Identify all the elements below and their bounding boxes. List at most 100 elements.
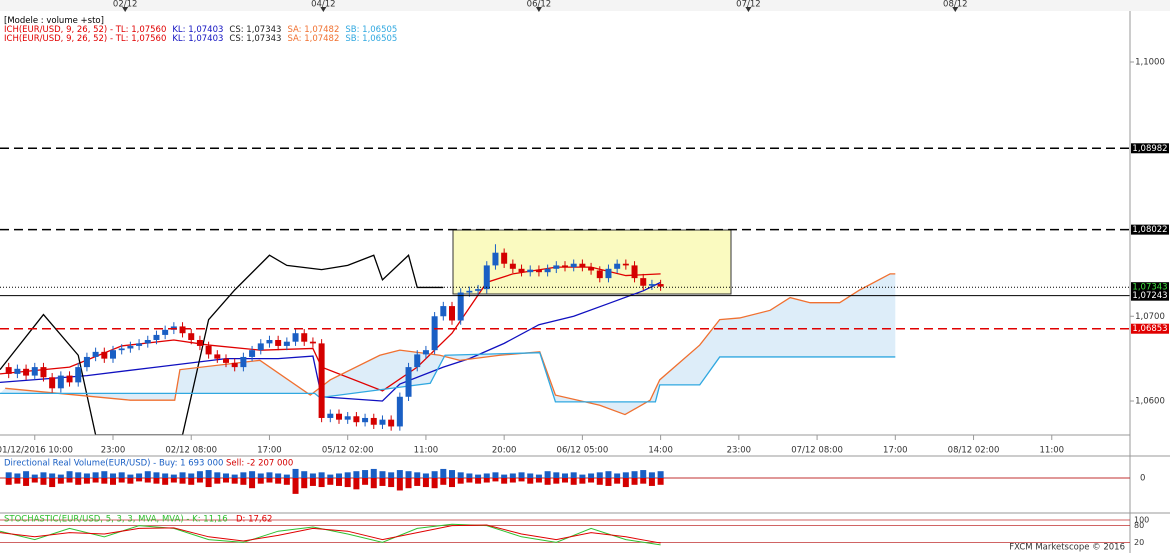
candle-body: [562, 265, 568, 268]
x-tick-label: 11:00: [414, 446, 439, 456]
volume-bar: [257, 473, 264, 478]
candle-body: [579, 263, 586, 268]
y-tick-label: 80: [1134, 521, 1144, 530]
volume-bar: [162, 478, 169, 485]
candle-body: [414, 354, 421, 368]
volume-bar: [188, 473, 195, 478]
volume-bar: [596, 478, 603, 485]
x-tick-label: 23:00: [727, 446, 752, 456]
candle-body: [631, 265, 638, 279]
volume-bar: [309, 473, 316, 478]
volume-bar: [301, 471, 308, 478]
candle-body: [344, 416, 351, 420]
candle-body: [518, 268, 525, 273]
volume-bar: [344, 478, 351, 488]
volume-bar: [205, 470, 212, 478]
volume-bar: [92, 478, 99, 483]
legend-title: [Modele : volume +sto]: [4, 16, 104, 26]
candle-body: [588, 267, 595, 271]
volume-bar: [648, 472, 655, 478]
volume-bar: [136, 478, 143, 482]
volume-bar: [405, 471, 412, 478]
candle-body: [431, 316, 438, 351]
candle-body: [396, 396, 403, 427]
candle-body: [353, 416, 360, 423]
panel-title: STOCHASTIC(EUR/USD, 5, 3, 3, MVA, MVA) -…: [4, 515, 228, 525]
legend-item: KL: 1,07403: [172, 25, 224, 35]
volume-bar: [23, 478, 30, 486]
volume-bar: [605, 478, 612, 486]
candle-body: [92, 351, 99, 357]
volume-bar: [640, 478, 647, 484]
volume-bar: [622, 472, 629, 478]
volume-bar: [318, 472, 325, 478]
volume-bar: [544, 478, 551, 485]
candle-body: [110, 350, 116, 359]
volume-bar: [475, 478, 482, 484]
candle-body: [475, 289, 482, 291]
date-marker: [952, 7, 959, 12]
volume-bar: [648, 478, 655, 486]
candle-body: [240, 356, 247, 368]
volume-bar: [422, 478, 429, 488]
candle-body: [283, 341, 290, 346]
volume-bar: [14, 473, 21, 478]
volume-bar: [40, 472, 47, 478]
volume-bar: [336, 478, 342, 486]
volume-bar: [622, 478, 629, 488]
volume-bar: [23, 471, 30, 478]
volume-bar: [588, 473, 595, 478]
x-tick-label: 07/12 08:00: [791, 446, 843, 456]
volume-bar: [127, 478, 134, 484]
volume-bar: [466, 478, 473, 483]
candle-body: [309, 341, 316, 344]
volume-bar: [396, 470, 403, 478]
level-label: 1,07243: [1132, 291, 1167, 301]
volume-bar: [379, 478, 386, 486]
volume-bar: [631, 478, 638, 485]
candle-body: [231, 362, 238, 368]
volume-bar: [579, 474, 586, 478]
candle-body: [388, 419, 395, 427]
level-label-bg: [1131, 282, 1169, 293]
candle-body: [648, 284, 655, 286]
volume-bar: [414, 478, 421, 486]
x-tick-label: 01/12/2016 10:00: [0, 446, 73, 456]
candle-body: [136, 343, 143, 346]
volume-bar: [362, 478, 369, 485]
volume-bar: [501, 474, 508, 478]
volume-bar: [370, 478, 377, 489]
volume-bar: [292, 468, 299, 478]
highlight-box: [452, 229, 732, 295]
volume-bar: [188, 478, 195, 485]
candle-body: [492, 252, 499, 266]
volume-bar: [266, 478, 273, 483]
candle-body: [509, 263, 516, 269]
volume-bar: [440, 468, 447, 478]
level-label: 1,06853: [1132, 324, 1167, 334]
volume-bar: [457, 478, 464, 484]
candle-body: [162, 329, 169, 335]
candle-body: [179, 326, 186, 334]
volume-bar: [570, 478, 577, 485]
volume-bar: [231, 478, 238, 484]
candle-body: [292, 333, 299, 342]
footer: FXCM Marketscope © 2016: [1009, 543, 1125, 553]
date-marker: [122, 7, 129, 12]
volume-bar: [196, 471, 203, 478]
candle-body: [31, 367, 38, 376]
candle-body: [196, 339, 203, 346]
volume-bar: [153, 478, 160, 484]
date-marker: [535, 7, 542, 12]
volume-bar: [240, 478, 247, 485]
volume-bar: [544, 471, 551, 478]
candle-body: [301, 333, 308, 342]
volume-bar: [562, 478, 568, 483]
volume-bar: [92, 472, 99, 478]
volume-bar: [101, 478, 108, 484]
volume-bar: [492, 472, 499, 478]
indicator-line: [0, 281, 661, 402]
candle-body: [275, 339, 282, 346]
volume-bar: [457, 472, 464, 478]
